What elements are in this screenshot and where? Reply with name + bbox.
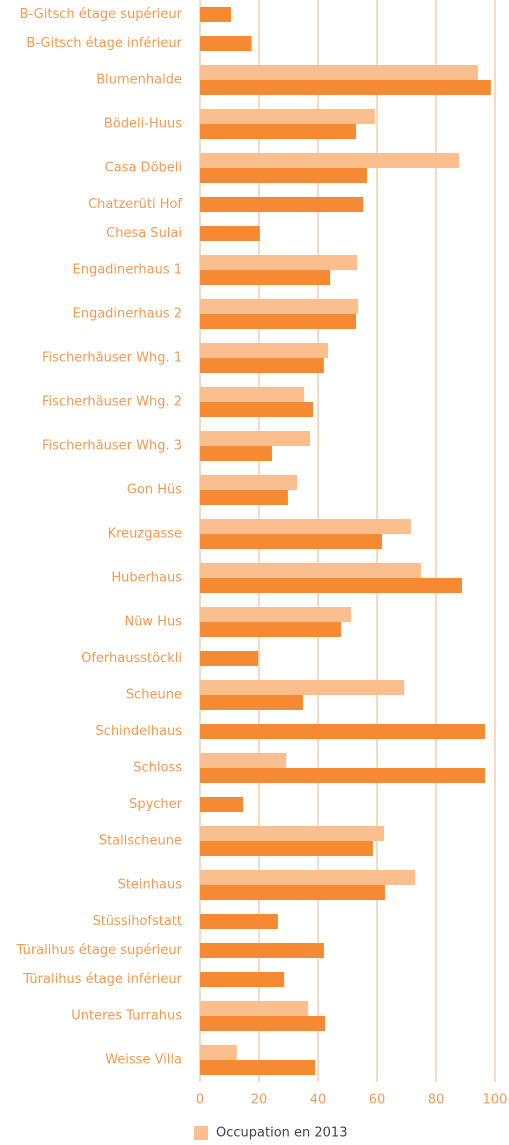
x-tick-label: 80 [428, 1093, 445, 1108]
bar [200, 753, 287, 768]
bar [200, 1001, 308, 1016]
bar [200, 431, 311, 446]
bar [200, 972, 285, 987]
bar [200, 563, 421, 578]
bar [200, 680, 405, 695]
y-tick-label: Chatzerüti Hof [88, 197, 182, 212]
bar [200, 36, 252, 51]
bar [200, 490, 288, 505]
bar [200, 1016, 326, 1031]
bar [200, 7, 231, 22]
y-tick-label: Fischerhäuser Whg. 3 [42, 439, 182, 454]
bar [200, 651, 259, 666]
y-tick-label: B-Gitsch étage inférieur [26, 36, 182, 51]
bar [200, 885, 385, 900]
y-tick-label: Unteres Turrahus [71, 1009, 182, 1024]
x-tick-label: 40 [310, 1093, 327, 1108]
bar [200, 724, 485, 739]
bar [200, 1060, 316, 1075]
bar [200, 314, 357, 329]
y-tick-label: Engadinerhaus 2 [72, 307, 182, 322]
bar [200, 197, 364, 212]
bar [200, 168, 367, 183]
y-tick-label: Schloss [133, 761, 182, 776]
bar [200, 255, 357, 270]
y-tick-label: Schindelhaus [95, 724, 182, 739]
bar [200, 475, 298, 490]
legend-label: Occupation en 2013 [216, 1126, 347, 1141]
bar [200, 1045, 237, 1060]
y-tick-label: Huberhaus [111, 571, 182, 586]
y-tick-label: Fischerhäuser Whg. 2 [42, 395, 182, 410]
y-tick-label: B-Gitsch étage supérieur [20, 7, 183, 22]
bar [200, 534, 383, 549]
bar [200, 226, 260, 241]
y-tick-label: Blumenhalde [96, 73, 182, 88]
bar [200, 109, 375, 124]
bar [200, 124, 357, 139]
bar [200, 446, 272, 461]
legend-swatch [194, 1126, 208, 1140]
bar [200, 270, 331, 285]
x-tick-label: 100 [483, 1093, 508, 1108]
bar [200, 387, 305, 402]
y-tick-label: Scheune [126, 688, 182, 703]
bar [200, 402, 313, 417]
y-tick-label: Fischerhäuser Whg. 1 [42, 351, 182, 366]
bar [200, 870, 416, 885]
bar [200, 914, 278, 929]
y-tick-label: Nüw Hus [124, 615, 182, 630]
bar [200, 578, 462, 593]
bar [200, 622, 342, 637]
y-tick-label: Gon Hüs [127, 483, 182, 498]
bar [200, 695, 303, 710]
bar [200, 80, 491, 95]
bar [200, 343, 329, 358]
x-tick-label: 0 [196, 1093, 204, 1108]
x-tick-label: 60 [369, 1093, 386, 1108]
y-tick-label: Oferhausstöckli [81, 651, 182, 666]
y-tick-label: Stüssihofstatt [92, 914, 182, 929]
y-tick-label: Stallscheune [99, 834, 182, 849]
y-tick-label: Kreuzgasse [108, 527, 182, 542]
bar [200, 519, 411, 534]
y-tick-label: Türalihus étage supérieur [15, 943, 182, 958]
y-tick-label: Chesa Sulai [106, 226, 182, 241]
bar [200, 65, 478, 80]
y-tick-label: Steinhaus [118, 878, 183, 893]
y-tick-label: Bödeli-Huus [104, 117, 182, 132]
bar [200, 358, 324, 373]
x-tick-label: 20 [251, 1093, 268, 1108]
y-tick-label: Engadinerhaus 1 [72, 263, 182, 278]
bar [200, 943, 324, 958]
bar [200, 841, 373, 856]
y-tick-label: Casa Döbeli [105, 161, 182, 176]
bar [200, 797, 244, 812]
bar [200, 299, 359, 314]
bar [200, 768, 485, 783]
bar [200, 607, 352, 622]
bar [200, 153, 460, 168]
bar [200, 826, 385, 841]
y-tick-label: Weisse Villa [105, 1053, 182, 1068]
y-tick-label: Spycher [129, 797, 183, 812]
y-tick-label: Türalihus étage inférieur [22, 972, 182, 987]
